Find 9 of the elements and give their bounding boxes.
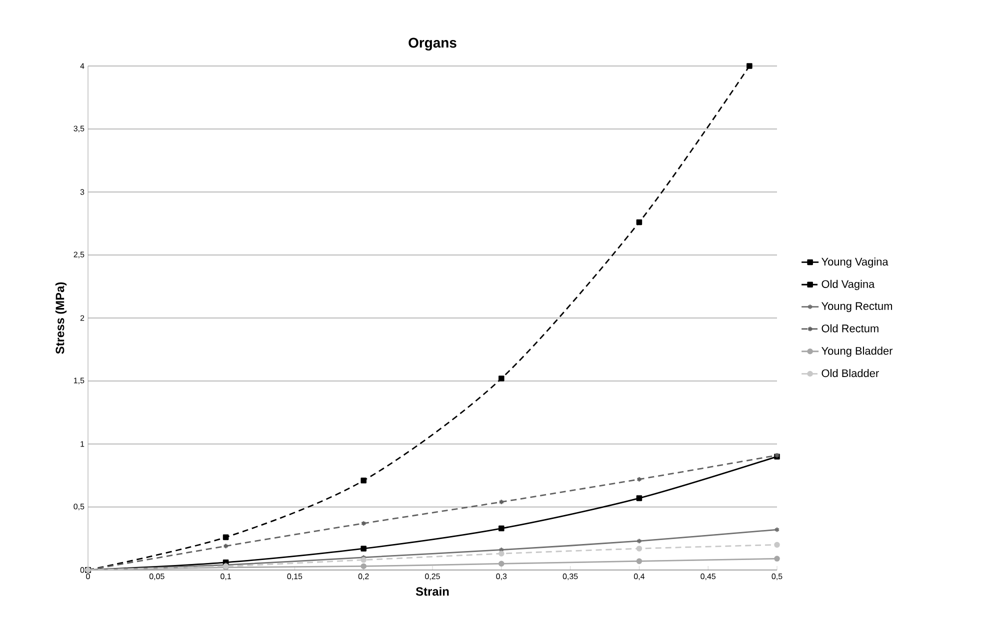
x-axis-title: Strain	[416, 586, 449, 596]
legend-label: Young Bladder	[821, 346, 893, 357]
legend-label: Old Bladder	[822, 369, 879, 378]
chart-title: Organs	[408, 38, 456, 51]
legend-label: Old Vagina	[822, 280, 875, 290]
y-axis-title: Stress (MPa)	[55, 282, 67, 354]
legend-label: Young Rectum	[821, 302, 892, 312]
legend-label: Old Rectum	[822, 324, 878, 332]
legend-label: Young Vagina	[821, 258, 888, 268]
